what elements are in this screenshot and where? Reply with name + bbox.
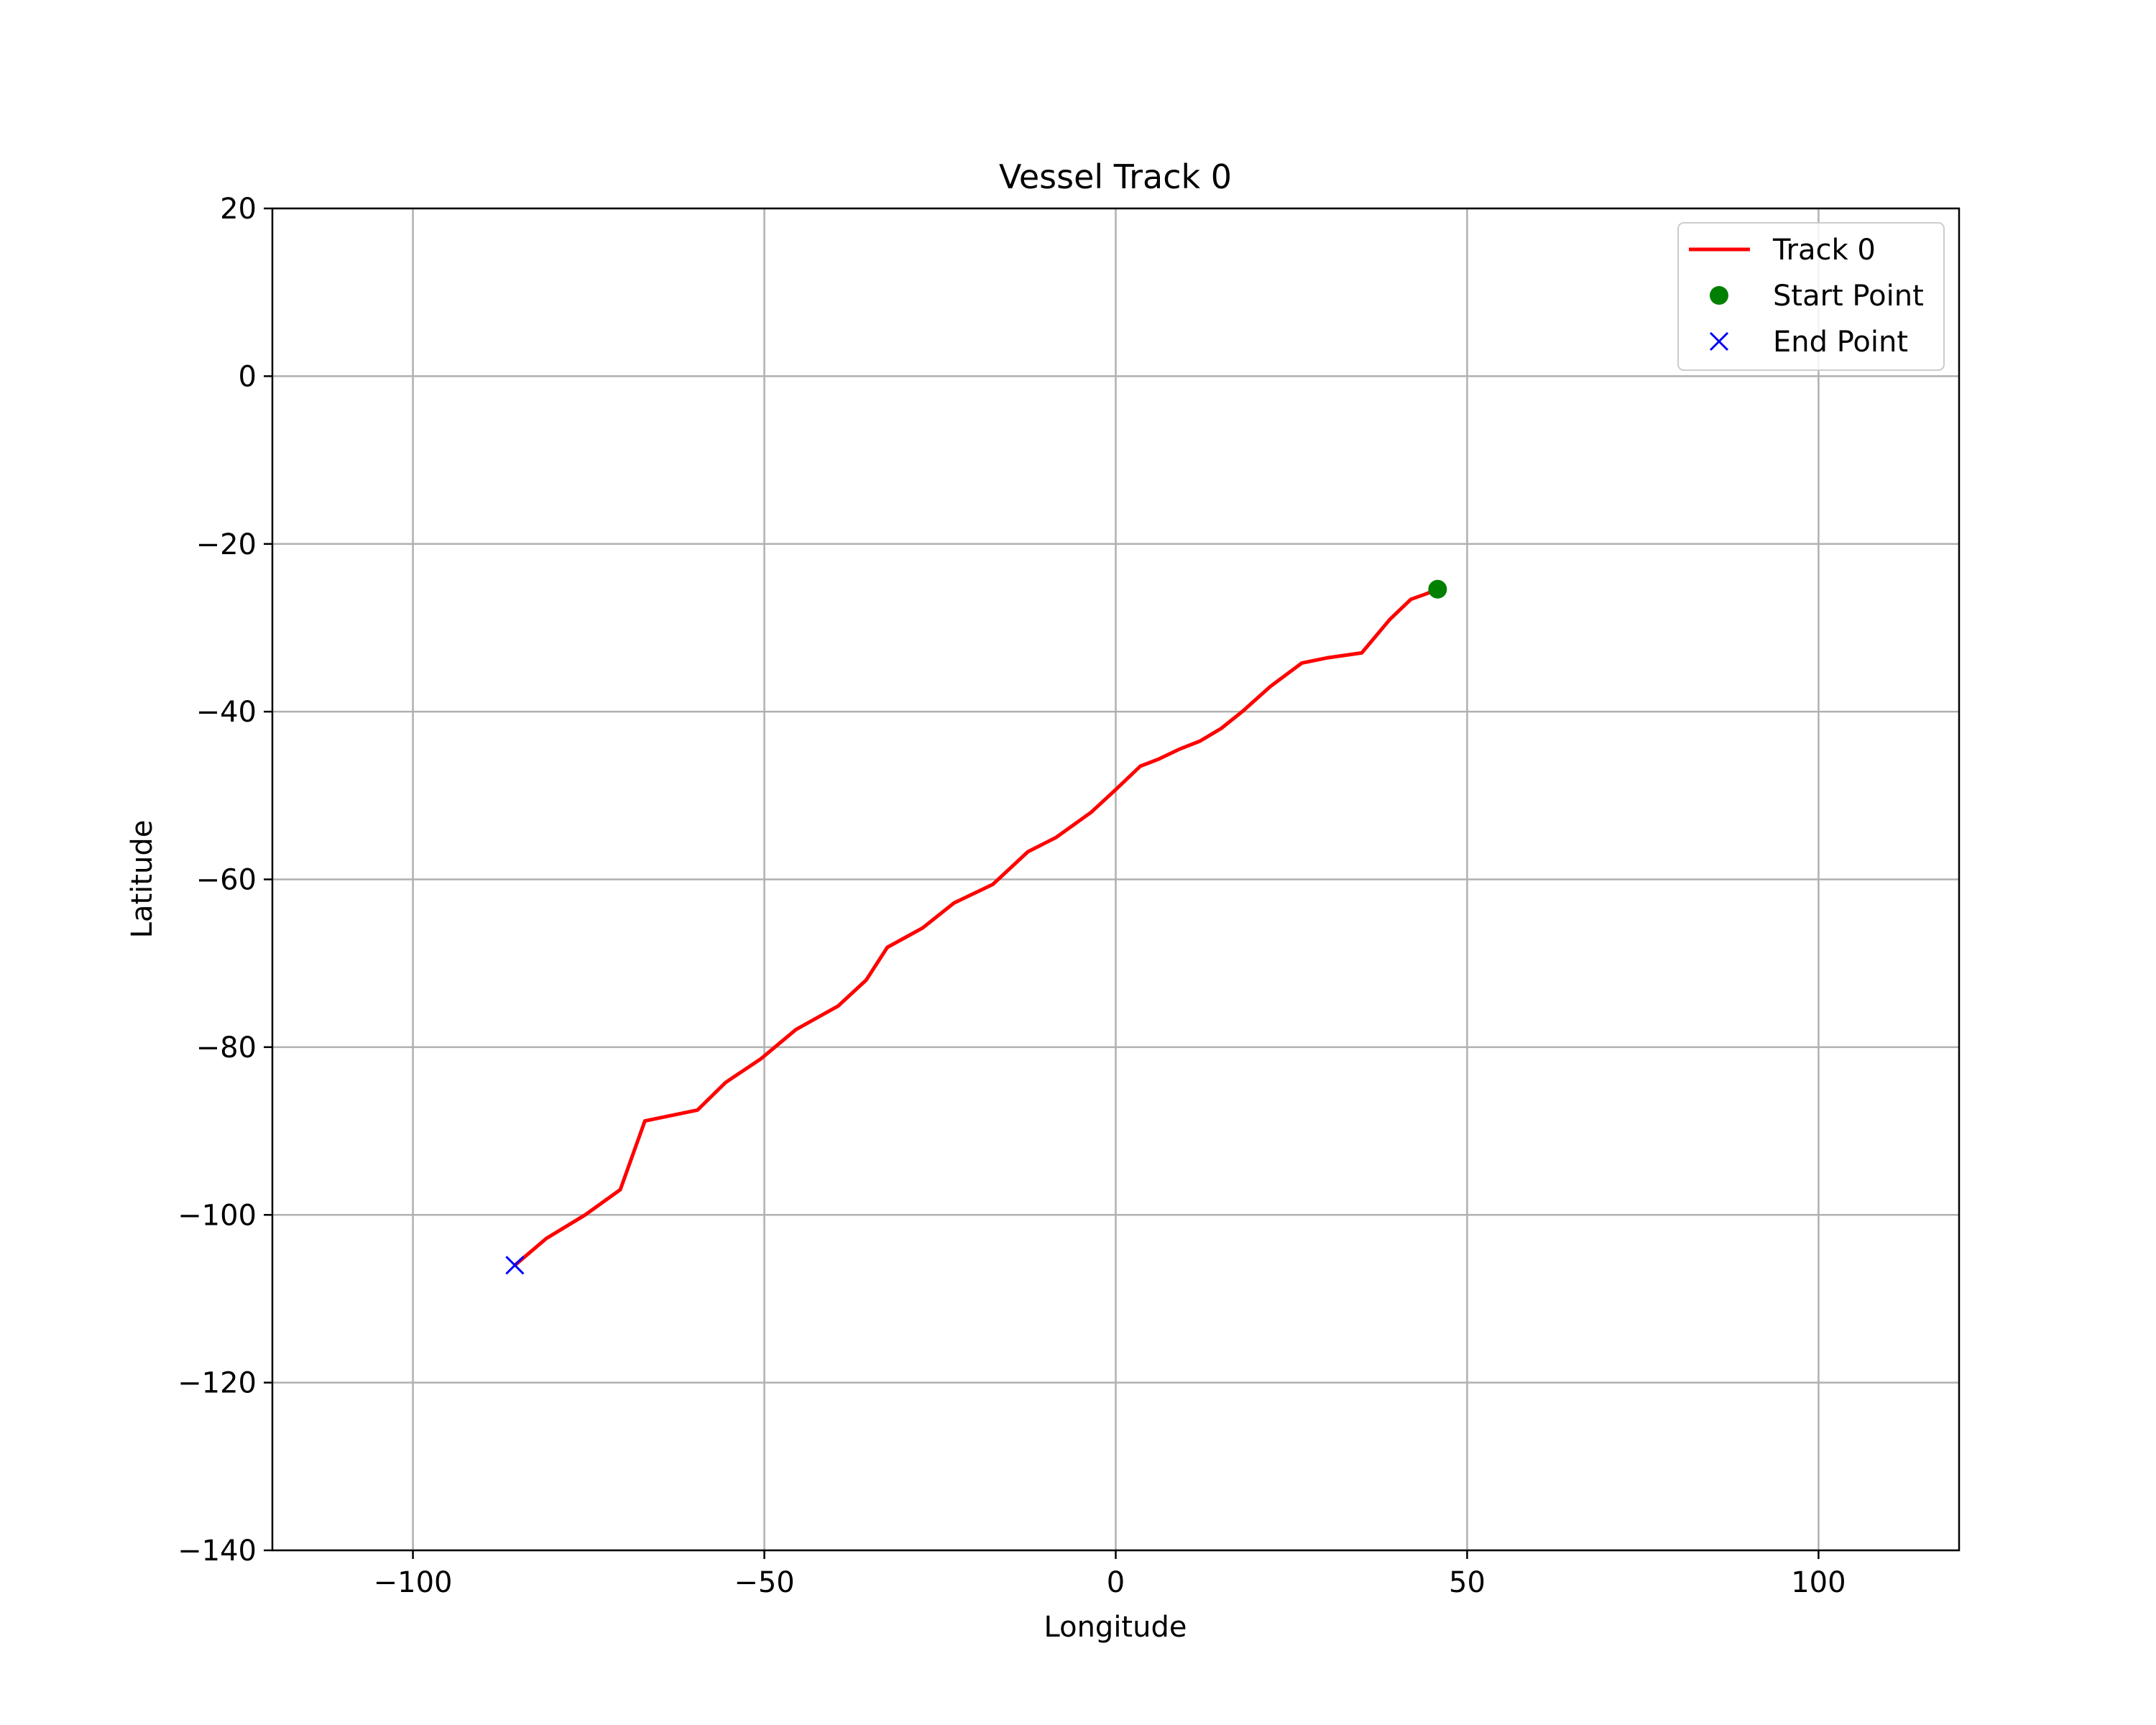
x-tick-label: 100 xyxy=(1791,1566,1846,1599)
legend-label-track: Track 0 xyxy=(1772,234,1876,267)
plot-data xyxy=(505,579,1447,1275)
y-tick-label: 0 xyxy=(239,360,257,393)
track-line xyxy=(512,587,1439,1267)
end-point-marker xyxy=(505,1256,525,1275)
x-tick-label: −50 xyxy=(734,1566,794,1599)
y-tick-label: −140 xyxy=(178,1535,257,1568)
y-tick-label: −80 xyxy=(196,1031,257,1064)
y-axis-label: Latitude xyxy=(126,820,159,939)
y-tick-label: −20 xyxy=(196,528,257,561)
chart-title: Vessel Track 0 xyxy=(999,157,1232,196)
legend-label-start: Start Point xyxy=(1773,280,1924,313)
y-tick-label: −60 xyxy=(196,864,257,897)
x-tick-label: −100 xyxy=(374,1566,453,1599)
x-tick-label: 50 xyxy=(1449,1566,1485,1599)
legend-end-marker xyxy=(1709,331,1729,351)
legend-box xyxy=(1677,222,1945,371)
start-point-marker xyxy=(1428,579,1447,599)
axis-ticks: −100 −50 0 50 100 20 0 −20 −40 −60 −80 −100 −120 −140 xyxy=(178,193,1846,1599)
y-tick-label: −40 xyxy=(196,696,257,729)
end-point-stroke xyxy=(505,1256,525,1275)
legend-start-marker xyxy=(1710,286,1728,305)
x-tick-label: 0 xyxy=(1107,1566,1125,1599)
legend: Track 0 Start Point End Point xyxy=(1677,222,1945,371)
x-axis-label: Longitude xyxy=(1044,1611,1187,1644)
y-tick-label: −120 xyxy=(178,1367,257,1400)
y-tick-label: −100 xyxy=(178,1199,257,1232)
y-tick-label: 20 xyxy=(220,193,257,226)
legend-label-end: End Point xyxy=(1773,326,1908,359)
